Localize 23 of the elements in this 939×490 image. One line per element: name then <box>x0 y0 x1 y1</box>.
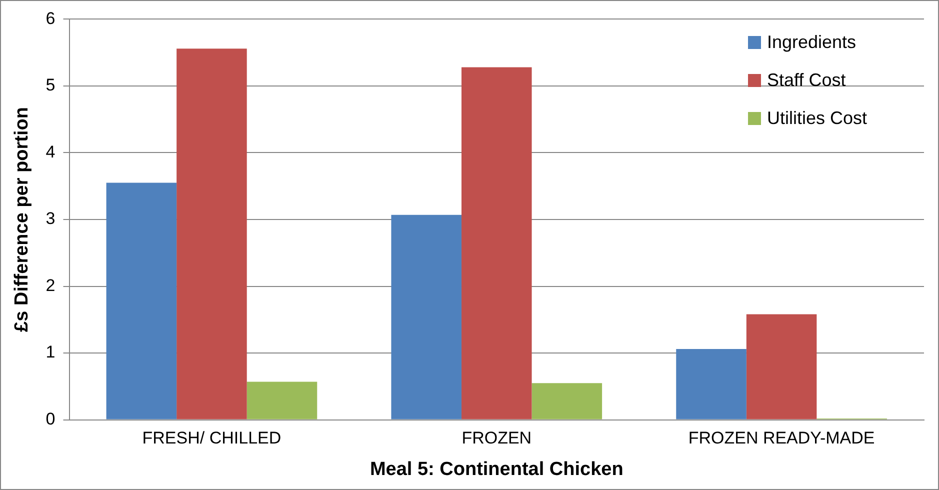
bar <box>246 382 318 420</box>
y-tick-label: 5 <box>46 76 56 95</box>
y-tick-label: 0 <box>46 409 56 428</box>
legend-label: Utilities Cost <box>767 107 868 130</box>
bar <box>676 349 746 420</box>
x-tick-label: FRESH/ CHILLED <box>142 428 282 448</box>
y-tick-label: 2 <box>46 276 56 295</box>
y-tick-label: 1 <box>46 342 56 362</box>
x-tick-label: FROZEN READY-MADE <box>688 428 875 448</box>
x-tick-label: FROZEN <box>462 428 532 448</box>
bar <box>176 48 247 420</box>
y-axis-title: £s Difference per portion <box>12 107 33 332</box>
bar <box>746 314 817 420</box>
y-tick-label: 6 <box>46 8 56 28</box>
bar <box>391 214 462 420</box>
y-tick-label: 4 <box>46 142 56 162</box>
bar <box>106 182 177 420</box>
legend-label: Ingredients <box>767 31 856 54</box>
bar <box>461 67 532 420</box>
y-tick-label: 3 <box>46 209 56 228</box>
bar <box>532 383 602 420</box>
x-axis-title: Meal 5: Continental Chicken <box>370 458 624 480</box>
legend-label: Staff Cost <box>767 69 846 92</box>
